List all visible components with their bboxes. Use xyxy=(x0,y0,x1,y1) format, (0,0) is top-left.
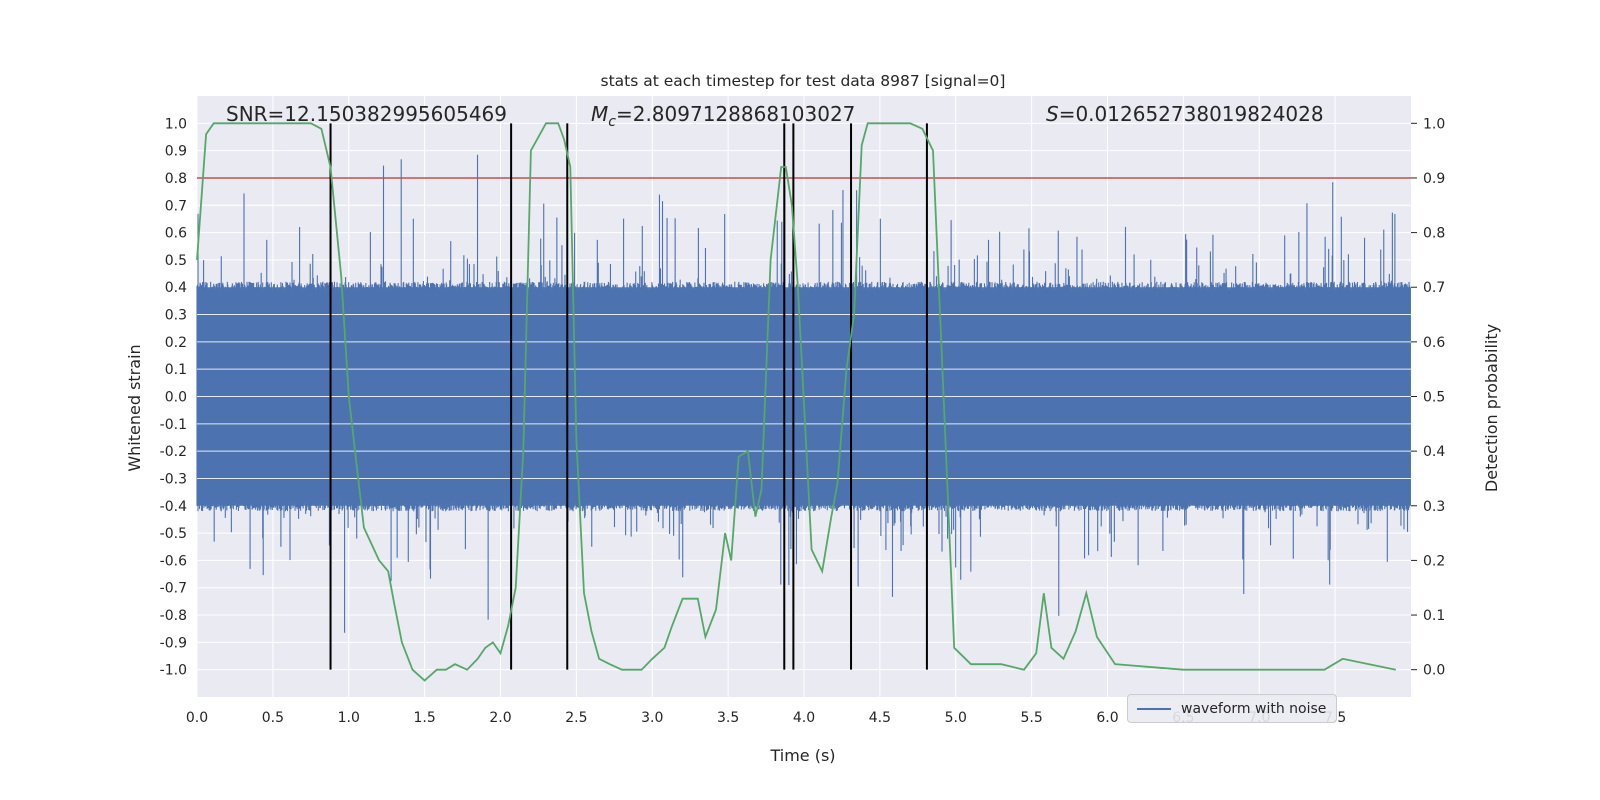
y-tick-label: -0.6 xyxy=(160,553,187,569)
y-tick-label: -0.1 xyxy=(160,417,187,433)
y-tick-label: 0.6 xyxy=(165,226,187,242)
chart-title: stats at each timestep for test data 898… xyxy=(601,72,1006,90)
x-tick-label: 1.5 xyxy=(413,710,435,726)
y-tick-label: -0.8 xyxy=(160,608,187,624)
y-tick-label: -0.7 xyxy=(160,581,187,597)
x-tick-label: 6.0 xyxy=(1096,710,1118,726)
y2-tick-label: 0.3 xyxy=(1423,499,1445,515)
y2-tick-label: 0.7 xyxy=(1423,280,1445,296)
y2-tick-label: 0.6 xyxy=(1423,335,1445,351)
y-tick-label: 1.0 xyxy=(165,116,187,132)
y-tick-label: -0.2 xyxy=(160,444,187,460)
y2-tick-label: 0.0 xyxy=(1423,663,1445,679)
mc-annotation: Mc=2.8097128868103027 xyxy=(591,102,855,130)
y-tick-label: -0.4 xyxy=(160,499,187,515)
legend: waveform with noise xyxy=(1127,694,1337,723)
y-tick-label: -1.0 xyxy=(160,663,187,679)
y-tick-label: -0.5 xyxy=(160,526,187,542)
y-tick-label: 0.5 xyxy=(165,253,187,269)
y2-tick-label: 0.1 xyxy=(1423,608,1445,624)
legend-label-waveform: waveform with noise xyxy=(1181,700,1327,717)
s-annotation: S=0.012652738019824028 xyxy=(1046,102,1324,126)
y-axis-label: Whitened strain xyxy=(125,344,144,471)
y-tick-label: 0.2 xyxy=(165,335,187,351)
y2-axis-label: Detection probability xyxy=(1482,324,1501,492)
x-tick-label: 5.0 xyxy=(945,710,967,726)
x-tick-label: 4.5 xyxy=(869,710,891,726)
y-tick-label: -0.3 xyxy=(160,471,187,487)
y2-tick-label: 0.8 xyxy=(1423,226,1445,242)
detection-probability-series xyxy=(196,122,1396,682)
legend-swatch-waveform xyxy=(1137,707,1171,710)
y-tick-label: -0.9 xyxy=(160,635,187,651)
y-tick-label: 0.0 xyxy=(165,390,187,406)
x-tick-label: 2.5 xyxy=(565,710,587,726)
x-axis-label: Time (s) xyxy=(769,746,835,765)
x-tick-label: 3.0 xyxy=(641,710,663,726)
snr-annotation: SNR=12.150382995605469 xyxy=(226,102,507,126)
x-tick-label: 0.5 xyxy=(262,710,284,726)
y2-tick-label: 0.2 xyxy=(1423,553,1445,569)
x-tick-label: 1.0 xyxy=(338,710,360,726)
y2-tick-label: 0.9 xyxy=(1423,171,1445,187)
y-tick-label: 0.1 xyxy=(165,362,187,378)
y-tick-label: 0.4 xyxy=(165,280,187,296)
x-tick-label: 5.5 xyxy=(1020,710,1042,726)
y-tick-label: 0.7 xyxy=(165,198,187,214)
y2-tick-label: 0.4 xyxy=(1423,444,1445,460)
y-tick-label: 0.3 xyxy=(165,308,187,324)
y-tick-label: 0.8 xyxy=(165,171,187,187)
y2-tick-label: 0.5 xyxy=(1423,390,1445,406)
x-tick-label: 4.0 xyxy=(793,710,815,726)
x-tick-label: 0.0 xyxy=(186,710,208,726)
y2-tick-label: 1.0 xyxy=(1423,116,1445,132)
x-tick-label: 3.5 xyxy=(717,710,739,726)
y-tick-label: 0.9 xyxy=(165,144,187,160)
x-tick-label: 2.0 xyxy=(489,710,511,726)
